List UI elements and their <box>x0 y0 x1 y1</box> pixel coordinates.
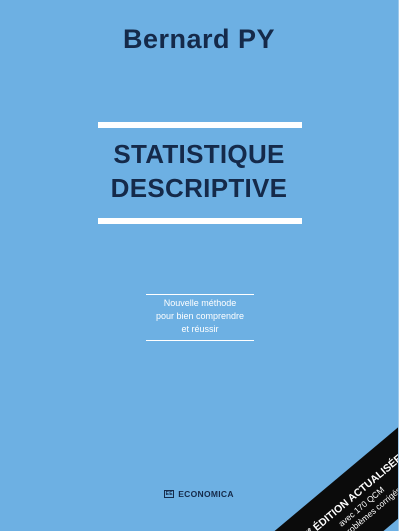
subtitle-line-3: et réussir <box>181 324 219 334</box>
bottom-divider-rule <box>98 218 302 224</box>
author-name: Bernard PY <box>122 24 276 54</box>
title-line-2: DESCRIPTIVE <box>110 173 288 203</box>
book-title: STATISTIQUE DESCRIPTIVE <box>0 137 398 205</box>
subtitle-block: Nouvelle méthode pour bien comprendre et… <box>146 294 254 341</box>
subtitle-line-2: pour bien comprendre <box>155 311 245 321</box>
title-line-1: STATISTIQUE <box>113 139 285 169</box>
publisher: EE ECONOMICA <box>0 489 398 499</box>
subtitle-line-1: Nouvelle méthode <box>163 298 237 308</box>
edition-band: 5e ÉDITION ACTUALISÉE avec 170 QCM et pr… <box>237 394 398 531</box>
publisher-logo-icon: EE <box>164 490 175 498</box>
publisher-name: ECONOMICA <box>178 489 234 499</box>
top-divider-rule <box>98 122 302 128</box>
